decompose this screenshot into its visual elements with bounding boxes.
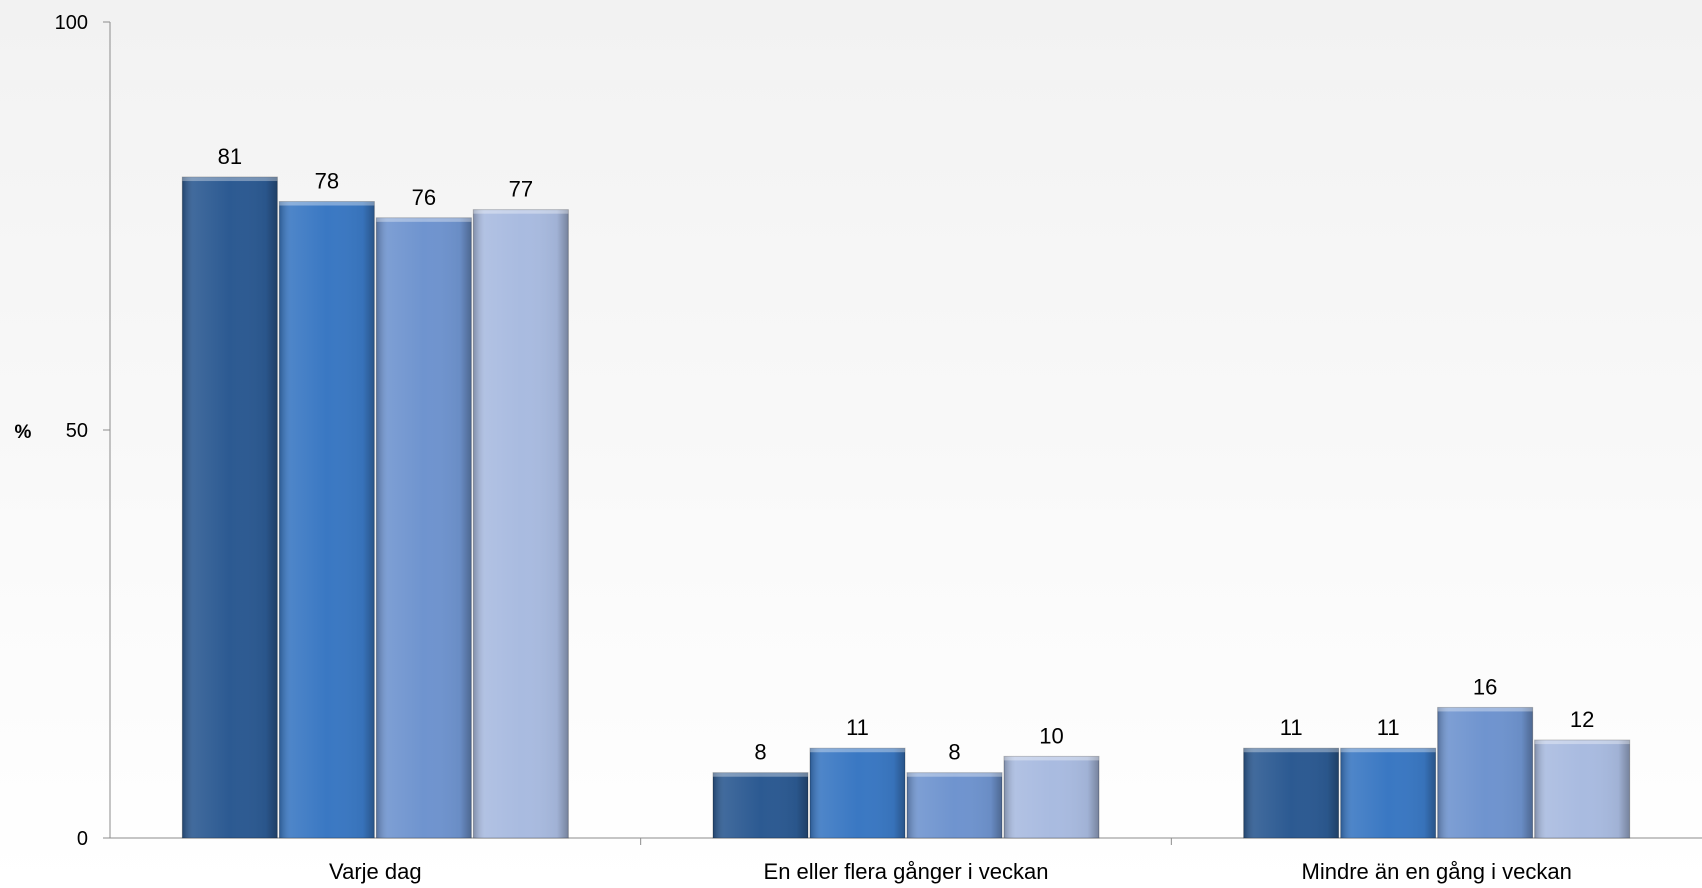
bar-top-highlight — [1243, 748, 1339, 753]
data-label: 11 — [846, 715, 869, 740]
bar-top-highlight — [1340, 748, 1436, 753]
bar-top-highlight — [907, 772, 1002, 777]
axes: 0 50 100 Varje dag En eller flera gånger i v… — [55, 12, 1702, 884]
bar-top-highlight — [279, 201, 375, 206]
bar-shading — [1004, 756, 1099, 838]
y-tick-label: 50 — [66, 420, 88, 442]
bar-shading — [1437, 707, 1533, 838]
bar-top-highlight — [473, 209, 569, 214]
bar-top-highlight — [1004, 756, 1099, 761]
data-label: 16 — [1473, 674, 1497, 699]
bar-shading — [376, 217, 472, 839]
bar-shading — [182, 177, 278, 839]
data-label: 77 — [509, 177, 533, 202]
data-label: 78 — [315, 169, 339, 194]
bar-shading — [810, 748, 905, 838]
bar-top-highlight — [1534, 740, 1630, 745]
data-label: 8 — [948, 740, 960, 765]
bar-shading — [1243, 748, 1339, 838]
data-label: 76 — [412, 185, 436, 210]
y-axis-label: % — [15, 422, 32, 443]
data-label: 11 — [1280, 715, 1303, 740]
bar-top-highlight — [1437, 707, 1533, 712]
data-label: 81 — [218, 144, 242, 169]
bar-top-highlight — [182, 177, 278, 182]
x-tick-label: Varje dag — [329, 859, 422, 884]
x-tick-label: Mindre än en gång i veckan — [1302, 859, 1572, 884]
bar-shading — [1340, 748, 1436, 838]
bar-shading — [279, 201, 375, 838]
data-label: 8 — [754, 740, 766, 765]
bars — [181, 176, 1631, 839]
bar-shading — [1534, 740, 1630, 838]
y-tick-label: 0 — [77, 828, 88, 850]
bar-top-highlight — [376, 217, 472, 222]
bar-top-highlight — [810, 748, 905, 753]
bar-top-highlight — [713, 772, 808, 777]
bar-shading — [713, 772, 808, 838]
x-tick-label: En eller flera gånger i veckan — [764, 859, 1049, 884]
data-label: 11 — [1377, 715, 1400, 740]
data-label: 12 — [1570, 707, 1594, 732]
bar-shading — [907, 772, 1002, 838]
bar-shading — [473, 209, 569, 838]
data-labels: 81 8 11 78 11 11 76 8 16 77 10 12 — [218, 144, 1595, 765]
data-label: 10 — [1039, 723, 1063, 748]
y-tick-label: 100 — [55, 12, 88, 34]
